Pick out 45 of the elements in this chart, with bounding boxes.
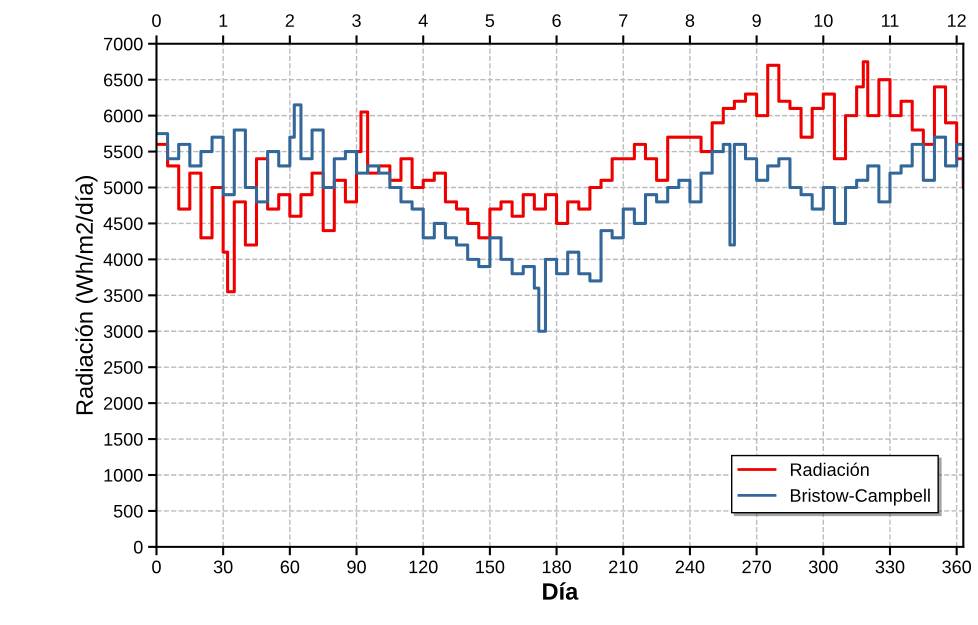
x2-tick-label: 2 xyxy=(286,14,294,27)
x-axis-title: Día xyxy=(543,582,578,600)
legend-label: Radiación xyxy=(790,462,869,476)
x2-tick-label: 4 xyxy=(418,14,428,27)
x2-tick-label: 8 xyxy=(686,14,694,27)
x2-tick-label: 6 xyxy=(552,14,561,27)
x-tick-label: 60 xyxy=(280,560,300,574)
x-tick-label: 330 xyxy=(876,560,904,574)
x-tick-label: 120 xyxy=(410,560,438,574)
x-tick-label: 270 xyxy=(742,560,771,574)
y-tick-label: 2000 xyxy=(104,397,143,410)
x2-tick-label: 0 xyxy=(152,14,161,27)
x-tick-label: 240 xyxy=(676,560,704,574)
y-tick-label: 5000 xyxy=(104,181,143,194)
x-tick-label: 300 xyxy=(808,560,838,574)
y-tick-label: 3000 xyxy=(104,325,143,338)
x-tick-label: 90 xyxy=(347,560,366,574)
y-tick-label: 1000 xyxy=(104,468,143,482)
legend-label: Bristow-Campbell xyxy=(790,488,930,506)
x2-tick-label: 5 xyxy=(486,14,494,27)
y-tick-label: 500 xyxy=(114,504,143,518)
x2-tick-label: 7 xyxy=(619,14,628,27)
x2-tick-label: 12 xyxy=(948,14,966,27)
x2-tick-label: 1 xyxy=(220,14,228,27)
y-tick-label: 4000 xyxy=(104,253,143,266)
x-tick-label: 30 xyxy=(214,560,232,574)
x-tick-label: 210 xyxy=(609,560,638,574)
y-tick-label: 0 xyxy=(134,540,143,554)
x-tick-label: 150 xyxy=(476,560,504,574)
y-tick-label: 6500 xyxy=(104,74,143,86)
x2-tick-label: 3 xyxy=(352,14,361,27)
x2-tick-label: 9 xyxy=(752,14,761,27)
y-tick-label: 2500 xyxy=(104,361,143,374)
x-tick-label: 0 xyxy=(152,560,161,574)
y-tick-label: 7000 xyxy=(104,38,143,50)
x-tick-label: 360 xyxy=(942,560,972,574)
y-tick-label: 4500 xyxy=(104,217,143,230)
x-tick-label: 180 xyxy=(542,560,571,574)
x2-tick-label: 10 xyxy=(814,14,833,27)
y-axis-title: Radiación (Wh/m2/día) xyxy=(75,176,98,414)
x2-tick-label: 11 xyxy=(882,14,898,27)
y-tick-label: 5500 xyxy=(104,145,143,158)
y-tick-label: 3500 xyxy=(104,289,143,302)
y-tick-label: 6000 xyxy=(104,110,143,122)
y-tick-label: 1500 xyxy=(104,432,143,446)
